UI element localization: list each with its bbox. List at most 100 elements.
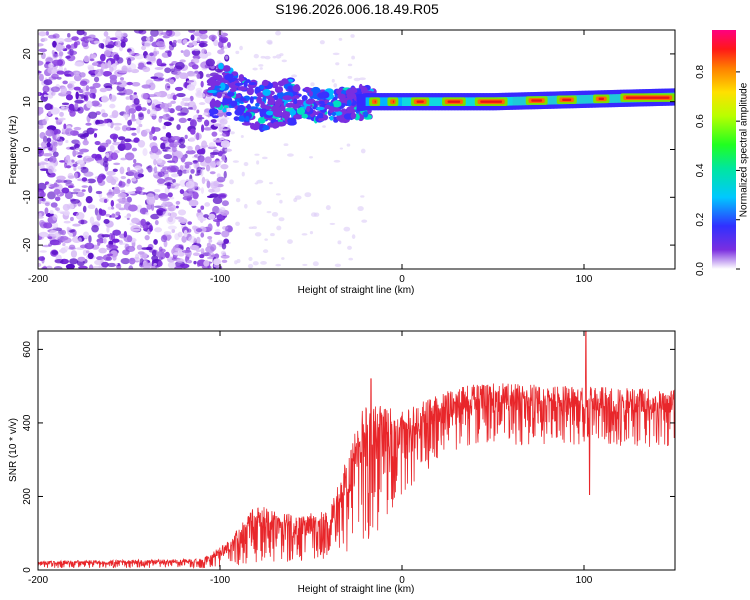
spectrogram-noise-mark xyxy=(174,265,183,269)
spectrogram-noise-mark xyxy=(92,82,101,88)
spectrogram-noise-mark xyxy=(65,44,72,49)
spectrogram-noise-mark xyxy=(115,211,121,216)
spectrogram-noise-mark xyxy=(75,72,80,77)
spectrogram-noise-mark xyxy=(110,37,118,41)
spectrogram-noise-mark xyxy=(82,139,89,146)
spectrogram-noise-mark xyxy=(146,109,151,115)
spectrogram-signal-mark xyxy=(301,113,308,119)
spectrogram-noise-mark xyxy=(153,166,158,174)
spectrogram-noise-mark xyxy=(58,51,64,57)
spectrogram-noise-mark xyxy=(279,53,284,57)
spectrogram-noise-mark xyxy=(75,91,79,100)
spectrogram-noise-mark xyxy=(357,206,364,212)
spectrogram-noise-mark xyxy=(204,156,212,164)
spectrogram-noise-mark xyxy=(102,71,112,77)
spectrogram-noise-mark xyxy=(65,128,74,136)
spectrogram-band-inner xyxy=(464,97,467,106)
spectrogram-noise-mark xyxy=(163,121,172,127)
spectrogram-noise-mark xyxy=(195,87,203,93)
spectrogram-noise-mark xyxy=(139,258,144,266)
snr-y-ticks: 0 200 400 600 xyxy=(22,341,675,573)
spectrogram-signal-mark xyxy=(289,109,297,116)
spectrogram-noise-mark xyxy=(180,50,184,53)
spectrogram-noise-mark xyxy=(192,54,201,60)
spectrogram-noise-mark xyxy=(232,160,239,163)
spectrogram-noise-mark xyxy=(119,77,125,81)
spectrogram-noise-mark xyxy=(109,74,118,81)
spectrogram-noise-mark xyxy=(174,86,184,92)
spectrogram-noise-mark xyxy=(169,196,175,200)
spectrogram-signal-mark xyxy=(324,99,329,104)
spectrogram-signal-mark xyxy=(277,80,286,87)
spectrogram-noise-mark xyxy=(144,128,151,134)
spectrogram-noise-mark xyxy=(175,200,181,205)
spectrogram-noise-mark xyxy=(169,142,175,148)
spectrogram-noise-mark xyxy=(103,118,108,124)
spectrogram-signal-mark xyxy=(287,78,294,82)
spectrogram-noise-mark xyxy=(192,160,199,163)
spectrogram-noise-mark xyxy=(188,236,197,243)
spectrogram-signal-mark xyxy=(287,85,293,90)
spectrogram-band-inner xyxy=(611,94,614,103)
spectrogram-band-inner xyxy=(586,94,590,104)
spectrogram-noise-mark xyxy=(116,92,126,96)
spectrogram-noise-mark xyxy=(195,228,203,233)
spectrogram-noise-mark xyxy=(189,119,197,128)
spectrogram-noise-mark xyxy=(105,139,112,145)
spectrogram-noise-mark xyxy=(256,200,262,205)
spectrogram-y-ticks: -20 -10 0 10 20 xyxy=(22,48,675,252)
spectrogram-noise-mark xyxy=(63,123,67,130)
spectrogram-noise-mark xyxy=(125,126,133,131)
spectrogram-noise-mark xyxy=(83,171,94,177)
spectrogram-noise-mark xyxy=(185,180,195,189)
spectrogram-signal-mark xyxy=(222,65,231,72)
spectrogram-noise-mark xyxy=(153,72,164,78)
spectrogram-noise-mark xyxy=(142,223,148,230)
spectrogram-noise-mark xyxy=(169,63,174,66)
snr-y-tick-label: 400 xyxy=(22,414,33,431)
spectrogram-noise-mark xyxy=(157,171,165,178)
spectrogram-noise-mark xyxy=(38,70,42,74)
spectrogram-signal-mark xyxy=(216,92,222,99)
spectrogram-noise-mark xyxy=(203,214,209,218)
spectrogram-noise-mark xyxy=(63,220,71,224)
spectrogram-noise-mark xyxy=(203,119,210,127)
spectrogram-noise-mark xyxy=(187,145,193,151)
spectrogram-noise-mark xyxy=(125,96,131,100)
spectrogram-signal-mark xyxy=(312,111,318,116)
spectrogram-noise-mark xyxy=(186,170,190,174)
spectrogram-noise-mark xyxy=(152,51,158,57)
spectrogram-noise-mark xyxy=(60,86,68,95)
spectrogram-noise-mark xyxy=(96,176,103,184)
spectrogram-noise-mark xyxy=(112,255,117,261)
spectrogram-signal-mark xyxy=(318,112,324,119)
spectrogram-noise-mark xyxy=(347,63,353,67)
spectrogram-noise-mark xyxy=(347,245,352,250)
spectrogram-x-ticks: -200 -100 0 100 xyxy=(28,30,593,285)
spectrogram-noise-mark xyxy=(166,165,177,173)
spectrogram-noise-mark xyxy=(159,197,170,202)
spectrogram-noise-mark xyxy=(98,42,105,49)
spectrogram-noise-mark xyxy=(252,226,257,230)
spectrogram-noise-mark xyxy=(70,216,74,222)
colorbar: 0.0 0.2 0.4 0.6 0.8 Normalized spectral ampl… xyxy=(695,30,750,276)
colorbar-tick-label: 0.6 xyxy=(695,114,706,128)
spectrogram-noise-mark xyxy=(148,35,154,43)
spectrogram-noise-mark xyxy=(220,254,230,259)
spectrogram-noise-mark xyxy=(181,235,187,243)
spectrogram-noise-mark xyxy=(179,138,184,142)
spectrogram-noise-mark xyxy=(170,100,176,104)
spectrogram-noise-mark xyxy=(190,34,195,41)
spectrogram-noise-mark xyxy=(167,50,172,58)
spectrogram-noise-mark xyxy=(172,94,177,101)
spectrogram-noise-mark xyxy=(194,173,200,177)
spectrogram-noise-mark xyxy=(310,82,315,87)
colorbar-tick-label: 0.2 xyxy=(695,212,706,226)
snr-panel: -200 -100 0 100 0 200 400 600 Height of straig… xyxy=(8,330,676,595)
spectrogram-noise-mark xyxy=(302,263,308,266)
spectrogram-noise-mark xyxy=(136,244,143,251)
spectrogram-noise-mark xyxy=(195,132,200,141)
spectrogram-noise-mark xyxy=(178,144,186,149)
spectrogram-noise-mark xyxy=(98,247,107,254)
spectrogram-noise-mark xyxy=(186,80,191,84)
